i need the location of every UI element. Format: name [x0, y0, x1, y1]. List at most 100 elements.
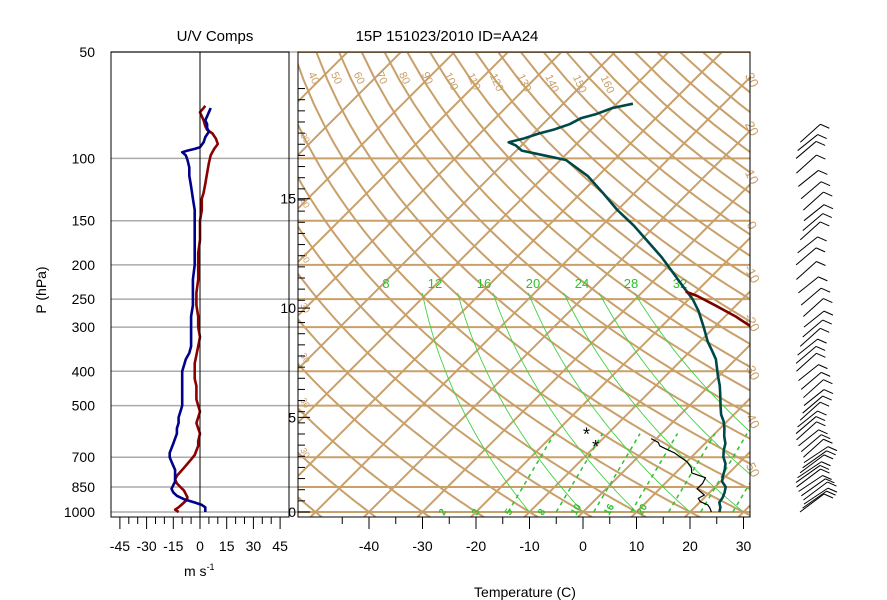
- height-km-ticks: 0 5 10 15: [280, 88, 310, 520]
- wind-barb-flag: [823, 204, 834, 210]
- wind-barb-flag: [818, 429, 828, 435]
- dry-adiabat-line: [298, 225, 648, 517]
- mixing-ratio-label: 2: [437, 507, 450, 518]
- isotherm-line: [298, 52, 456, 210]
- wind-barb-staff: [799, 493, 825, 513]
- wind-barb-staff: [795, 416, 817, 434]
- dry-adiabat-line: [38, 52, 217, 520]
- wind-barb-flag: [817, 338, 827, 344]
- wind-barb-flag: [816, 261, 826, 266]
- wind-barb-staff: [800, 181, 822, 200]
- isotherm-line: [309, 76, 750, 517]
- mixing-ratio-label: 3: [470, 507, 483, 518]
- parcel-line: [685, 290, 750, 328]
- mixing-ratio-line: [700, 433, 748, 513]
- uv-y-tick-label: 400: [72, 363, 96, 379]
- dry-adiabat-line: [298, 406, 432, 517]
- mixing-ratio-label: 5: [503, 507, 516, 518]
- uv-x-tick-label: -45: [110, 538, 130, 554]
- uv-x-tick-label: 15: [219, 538, 235, 554]
- dry-adiabat-line: [298, 451, 378, 517]
- dry-adiabat-label: 40: [305, 70, 321, 86]
- mixing-ratio-line: [507, 433, 556, 513]
- skew-t-x-axis-label: Temperature (C): [474, 584, 576, 600]
- uv-y-tick-label: 200: [72, 257, 96, 273]
- dry-adiabat-line: [565, 52, 750, 215]
- dry-adiabat-label: 150: [570, 73, 589, 95]
- skew-t-panel: 15P 151023/2010 ID=AA24 40 50 60 70 80 90 100 1…: [38, 28, 887, 600]
- left-edge-label: 30: [298, 196, 312, 210]
- wind-barb-flag: [823, 310, 834, 316]
- wind-barb-staff: [803, 481, 828, 501]
- wind-barb-staff: [797, 461, 822, 479]
- uv-y-tick-label: 250: [72, 291, 96, 307]
- theta-e-lines: [421, 292, 750, 513]
- theta-e-label: 28: [624, 276, 638, 291]
- dewpoint-marker: *: [592, 437, 599, 457]
- skew-t-title: 15P 151023/2010 ID=AA24: [356, 28, 539, 45]
- wind-barb-flag: [816, 154, 826, 160]
- wind-barb-flag: [826, 490, 836, 496]
- mixing-ratio-line: [593, 433, 641, 513]
- wind-barb-staff: [798, 276, 819, 294]
- theta-e-line: [421, 292, 530, 513]
- height-km-label: 0: [288, 504, 296, 520]
- dry-adiabat-line: [315, 52, 750, 465]
- skew-t-x-tick-label: -30: [412, 538, 432, 554]
- wind-barb-staff: [797, 338, 818, 356]
- skew-t-x-tick-label: -20: [466, 538, 486, 554]
- wind-barb-staff: [796, 352, 817, 372]
- skew-t-background-lines: [38, 36, 887, 520]
- uv-x-tick-label: 0: [196, 538, 204, 554]
- wind-barb-staff: [800, 287, 822, 306]
- wind-barb-staff: [799, 454, 825, 474]
- wind-barb-staff: [802, 395, 824, 414]
- theta-e-label: 24: [575, 276, 589, 291]
- wind-barb-staff: [796, 468, 821, 488]
- skew-t-x-ticks: -40 -30 -20 -10 0 10 20 30: [341, 517, 751, 554]
- wind-barb-flag: [821, 371, 831, 377]
- isotherm-line: [843, 36, 887, 520]
- dry-adiabat-line: [298, 122, 750, 517]
- wind-barb-flag: [827, 481, 837, 487]
- wind-barb-staff: [803, 487, 829, 505]
- theta-e-line: [492, 292, 637, 513]
- wind-barb-flag: [827, 487, 838, 493]
- dry-adiabat-label: 70: [373, 70, 389, 86]
- wind-barb-flag: [822, 395, 832, 401]
- wind-barb-flag: [817, 410, 827, 416]
- wind-barb-flag: [823, 379, 833, 385]
- wind-barb-staff: [800, 434, 822, 453]
- wind-barb-staff: [799, 327, 821, 347]
- theta-e-line: [598, 292, 750, 475]
- mixing-ratio-label: 8: [536, 507, 549, 518]
- isotherm-edge-label: 20: [742, 118, 762, 138]
- skew-t-x-tick-label: 20: [682, 538, 698, 554]
- dry-adiabat-label: 110: [464, 71, 482, 92]
- uv-y-tick-label: 150: [72, 213, 96, 229]
- dry-adiabat-line: [406, 52, 750, 369]
- wind-barb-staff: [802, 319, 824, 338]
- wind-barb-flag: [815, 140, 826, 146]
- left-edge-label: 30: [298, 131, 312, 145]
- wind-barb-staff: [798, 364, 819, 382]
- uv-x-tick-label: 30: [246, 538, 262, 554]
- dry-adiabat-line: [474, 52, 750, 301]
- dry-adiabat-line: [298, 362, 486, 517]
- wind-barb-flag: [823, 454, 834, 460]
- wind-barb-flag: [818, 364, 828, 370]
- isotherm-line: [298, 52, 670, 424]
- isotherm-edge-label: 30: [742, 70, 762, 90]
- wind-barb-staff: [800, 372, 822, 390]
- skew-t-x-tick-label: 0: [579, 538, 587, 554]
- wind-barb-staff: [798, 475, 823, 492]
- wind-barb-flag: [815, 345, 826, 351]
- dry-adiabat-label: 90: [419, 70, 435, 86]
- wind-barb-profile: [795, 123, 838, 513]
- dry-adiabat-line: [429, 52, 750, 346]
- wind-barb-staff: [803, 204, 825, 222]
- wind-barb-staff: [802, 450, 827, 469]
- mixing-ratio-line: [630, 433, 679, 513]
- uv-y-tick-label: 500: [72, 398, 96, 414]
